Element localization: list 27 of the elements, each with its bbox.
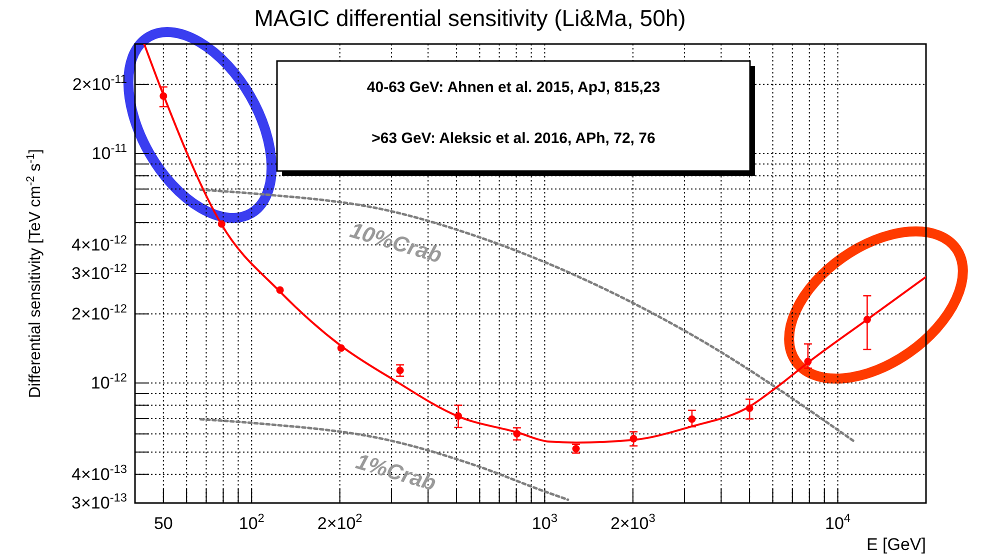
point (804, 358, 812, 366)
y-tick-label: 10$^{-11}$ (92, 140, 128, 163)
point (746, 404, 754, 412)
x-tick-label: 10$^{2}$ (238, 511, 265, 534)
text: 1%Crab (353, 448, 439, 496)
point (863, 316, 871, 324)
point (454, 412, 462, 420)
x-tick-label: 50 (154, 514, 173, 534)
point (630, 434, 638, 442)
x-tick-label: 10$^{4}$ (825, 511, 851, 534)
point (688, 415, 696, 423)
y-tick-label: 3×10$^{-13}$ (72, 490, 128, 512)
point (337, 344, 345, 352)
y-tick-label: 10$^{-12}$ (90, 370, 128, 392)
x-tick-label: 10$^{3}$ (532, 511, 558, 534)
x-tick-label: 2×10$^{3}$ (610, 511, 656, 534)
x-tick-label: 2×10$^{2}$ (317, 511, 363, 534)
y-tick-label: 4×10$^{-12}$ (72, 232, 128, 254)
annotation: 40-63 GeV: Ahnen et al. 2015, ApJ, 815,23 (366, 79, 660, 96)
y-tick-label: 4×10$^{-13}$ (72, 462, 128, 484)
y-tick-label: 2×10$^{-12}$ (72, 301, 128, 324)
point (513, 430, 521, 438)
chart-title: MAGIC differential sensitivity (Li&Ma, 50h) (254, 5, 686, 31)
y-tick-label: 3×10$^{-12}$ (72, 260, 128, 283)
point (396, 366, 404, 374)
x-axis-title: E [GeV] (866, 535, 926, 554)
annotation: >63 GeV: Aleksic et al. 2016, APh, 72, 76 (372, 130, 656, 147)
